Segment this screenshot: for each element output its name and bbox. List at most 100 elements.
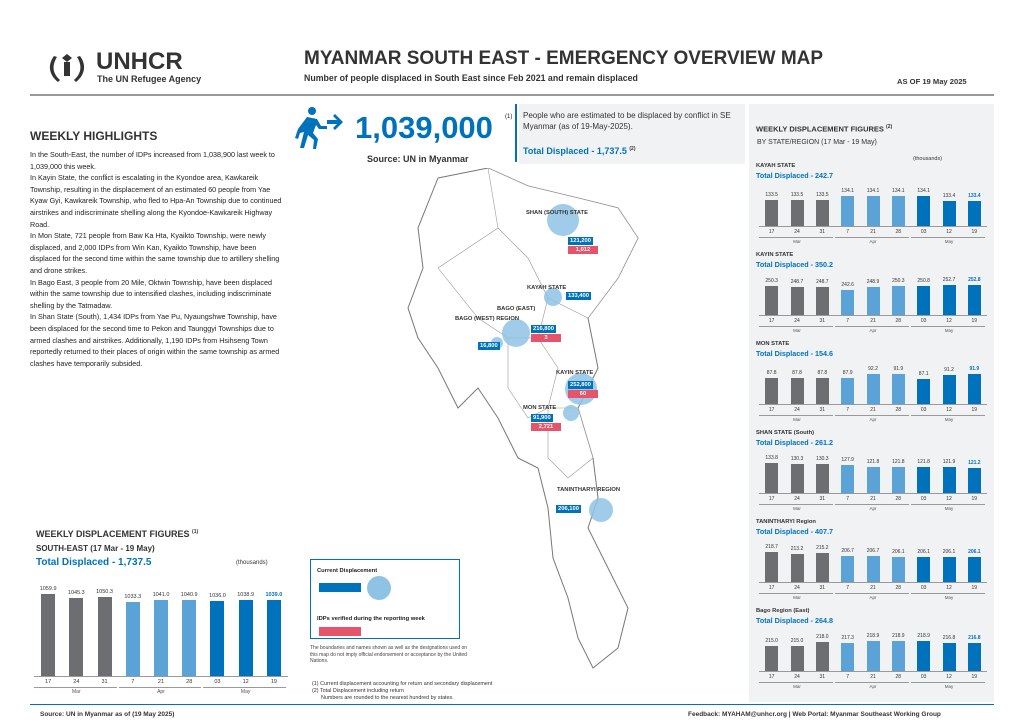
se-chart-heading: WEEKLY DISPLACEMENT FIGURES (1) — [36, 529, 198, 539]
month-label: May — [944, 328, 954, 333]
tick-label: 21 — [870, 318, 876, 324]
tick-label: 24 — [794, 585, 800, 591]
month-label: Mar — [793, 506, 801, 511]
month-divider — [759, 237, 833, 238]
tick-label: 31 — [819, 585, 826, 591]
bar-value-label: 1059.9 — [39, 586, 57, 592]
bar-value-label: 133.4 — [968, 192, 981, 199]
state-name: KAYAH STATE — [756, 163, 796, 169]
month-label: Apr — [869, 506, 877, 511]
month-divider — [759, 504, 833, 505]
tick-label: 7 — [846, 496, 850, 502]
bar — [891, 196, 905, 226]
bar-value-label: 87.8 — [792, 369, 802, 376]
bar-value-label: 1050.3 — [96, 588, 113, 595]
bar-value-label: 92.2 — [868, 366, 878, 372]
tick-label: 24 — [794, 496, 800, 502]
state-chart-heading-text: WEEKLY DISPLACEMENT FIGURES — [756, 124, 884, 134]
tick-label: 31 — [101, 679, 108, 685]
state-name: MON STATE — [756, 341, 790, 347]
tick-label: 28 — [186, 679, 193, 685]
bar — [790, 464, 804, 493]
tick-label: 03 — [920, 318, 927, 324]
state-chart: TANINTHARYI Region Total Displaced - 407.… — [749, 516, 994, 605]
tick-label: 21 — [157, 679, 165, 685]
bar — [917, 467, 931, 493]
bar-value-label: 1040.9 — [180, 591, 198, 598]
month-divider — [759, 593, 833, 594]
axis-line — [759, 493, 987, 494]
month-divider — [911, 504, 985, 505]
bar — [790, 554, 804, 582]
bar — [967, 556, 981, 582]
bar-value-label: 87.9 — [842, 369, 853, 376]
kpi-box: 1,039,000 (1) Source: UN in Myanmar Peop… — [295, 104, 745, 164]
tick-label: 24 — [794, 407, 800, 413]
region-current-pill: 16,800 — [478, 342, 500, 350]
se-chart-heading-sup: (1) — [192, 529, 199, 535]
kpi-desc: People who are estimated to be displaced… — [523, 111, 731, 131]
tick-label: 03 — [920, 229, 927, 235]
month-divider — [34, 687, 117, 688]
tick-label: 7 — [846, 229, 850, 235]
tick-label: 19 — [971, 407, 978, 413]
state-total: Total Displaced - 407.7 — [756, 527, 833, 536]
tick-label: 17 — [45, 679, 52, 685]
region-label: BAGO (EAST) — [497, 306, 536, 312]
bar-value-label: 248.7 — [790, 278, 804, 285]
bar-area: 87.8 87.8 87.8 87.9 92.2 91.9 87.1 91.2 91.9 — [759, 364, 987, 404]
tick-label: 28 — [895, 229, 902, 235]
bar — [765, 552, 779, 582]
tick-label: 17 — [768, 407, 775, 413]
tick-label: 12 — [946, 585, 952, 591]
month-divider — [835, 504, 909, 505]
bar-value-label: 218.9 — [917, 633, 930, 639]
tick-label: 28 — [895, 674, 902, 680]
bar-value-label: 130.3 — [816, 456, 829, 463]
tick-label: 17 — [768, 496, 775, 502]
bar — [967, 467, 981, 493]
region-new-pill: 2,721 — [531, 423, 561, 431]
bar-value-label: 250.8 — [917, 277, 930, 284]
tick-label: 28 — [895, 496, 902, 502]
bar — [790, 645, 804, 671]
month-divider — [911, 682, 985, 683]
bar — [841, 556, 855, 582]
se-chart-total: Total Displaced - 1,737.5 — [36, 557, 152, 568]
region-current-pill: 252,800 — [568, 381, 593, 389]
bar-value-label: 250.3 — [892, 278, 905, 285]
tick-label: 03 — [920, 674, 927, 680]
state-chart-heading: WEEKLY DISPLACEMENT FIGURES (2) — [756, 124, 892, 134]
region-new-pill: 3 — [531, 334, 561, 342]
bar-value-label: 1045.3 — [67, 590, 85, 597]
logo-org: UNHCR — [96, 48, 183, 75]
state-name: SHAN STATE (South) — [756, 430, 815, 436]
map-legend: Current Displacement IDPs verified durin… — [310, 559, 460, 639]
legend-new-pill — [319, 627, 361, 636]
month-label: Mar — [793, 595, 801, 600]
bar — [841, 642, 855, 671]
state-name: Bago Region (East) — [756, 608, 810, 614]
bar-value-label: 133.5 — [816, 191, 829, 198]
bar — [790, 377, 804, 404]
bar — [866, 641, 880, 671]
legend-circle — [367, 576, 391, 600]
month-label: May — [944, 239, 954, 244]
month-divider — [835, 593, 909, 594]
bar — [238, 600, 253, 676]
tick-label: 17 — [768, 585, 775, 591]
bar — [765, 286, 779, 315]
as-of-date: AS OF 19 May 2025 — [897, 77, 967, 86]
month-label: Apr — [869, 684, 877, 689]
bar-value-label: 127.9 — [841, 457, 854, 464]
tick-label: 21 — [870, 229, 876, 235]
tick-label: 21 — [870, 585, 876, 591]
month-divider — [835, 237, 909, 238]
region-label: TANINTHARYI REGION — [557, 487, 621, 493]
bar-value-label: 87.1 — [918, 370, 929, 377]
tick-label: 7 — [846, 585, 850, 591]
state-total: Total Displaced - 261.2 — [756, 438, 833, 447]
bar — [765, 645, 779, 671]
bar-value-label: 206.1 — [892, 548, 905, 555]
